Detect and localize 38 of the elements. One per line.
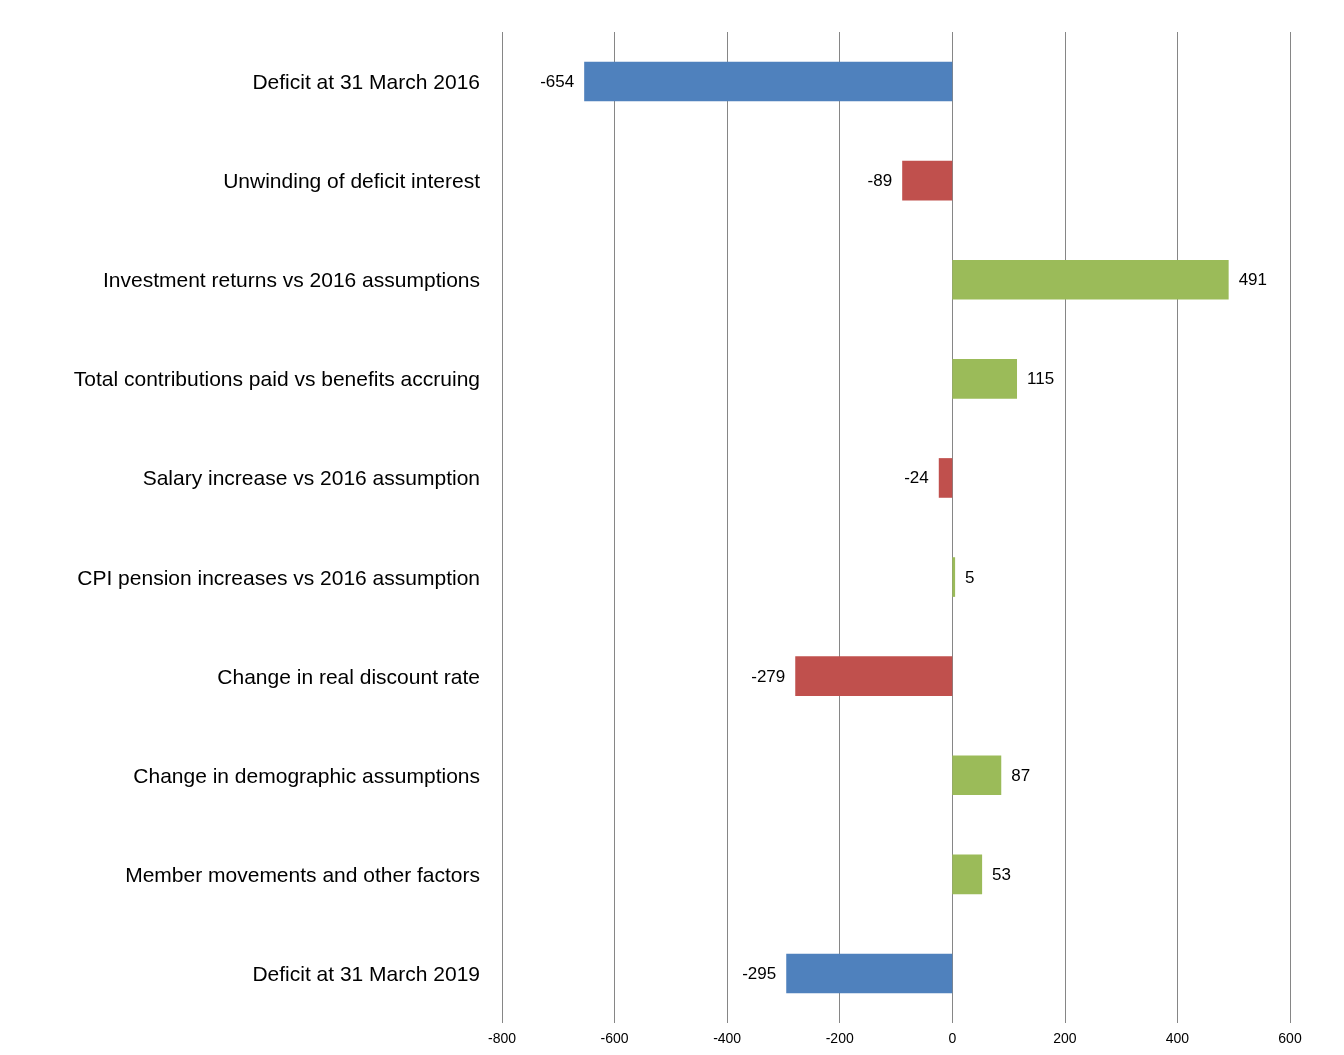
bar [952, 854, 983, 895]
bar [952, 557, 956, 597]
bar [786, 953, 953, 994]
data-label: -279 [751, 666, 786, 686]
y-tick-label: Deficit at 31 March 2019 [252, 961, 480, 985]
bar [952, 259, 1229, 300]
y-tick-label: Total contributions paid vs benefits accruing [73, 367, 480, 391]
data-label: -654 [540, 72, 575, 92]
bar [902, 160, 953, 201]
bar [584, 61, 953, 102]
x-tick-label: -800 [487, 1030, 517, 1046]
data-label: -24 [904, 468, 929, 488]
bar [938, 458, 953, 498]
x-tick-label: -400 [713, 1030, 742, 1046]
y-tick-label: CPI pension increases vs 2016 assumption [77, 565, 480, 589]
y-tick-label: Salary increase vs 2016 assumption [142, 466, 480, 490]
bar [795, 656, 953, 696]
y-tick-label: Investment returns vs 2016 assumptions [102, 268, 480, 292]
x-tick-label: 600 [1278, 1030, 1302, 1046]
data-label: 5 [965, 567, 975, 587]
data-label: 491 [1238, 270, 1268, 290]
x-tick-label: 200 [1053, 1030, 1077, 1046]
data-label: 115 [1027, 369, 1055, 389]
bar [952, 359, 1018, 399]
y-tick-label: Member movements and other factors [125, 862, 480, 886]
x-tick-label: -600 [600, 1030, 629, 1046]
y-tick-label: Change in real discount rate [217, 664, 480, 688]
data-label: -295 [742, 963, 777, 983]
data-label: -89 [867, 171, 893, 191]
data-label: 87 [1011, 765, 1031, 785]
bar [952, 755, 1002, 796]
y-tick-label: Change in demographic assumptions [133, 763, 480, 787]
x-tick-label: 400 [1165, 1030, 1190, 1046]
y-tick-label: Deficit at 31 March 2016 [252, 70, 480, 94]
data-label: 53 [992, 864, 1012, 884]
x-tick-label: -200 [825, 1030, 854, 1046]
x-tick-label: 0 [948, 1030, 957, 1046]
y-tick-label: Unwinding of deficit interest [223, 169, 481, 193]
